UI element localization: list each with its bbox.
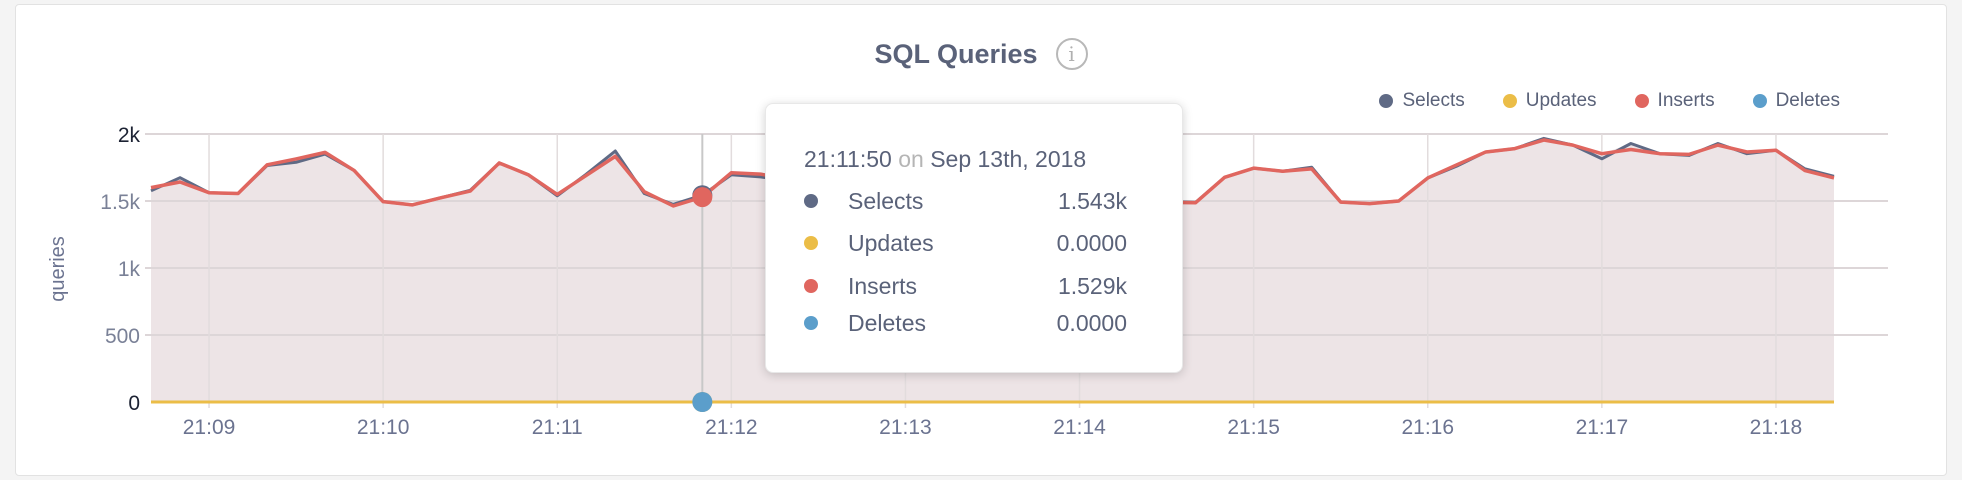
y-tick-label: 1k (118, 258, 141, 281)
legend-dot-icon (1634, 94, 1649, 108)
tooltip-on: on (898, 146, 924, 172)
legend-dot-icon (1379, 94, 1394, 108)
legend-item-selects[interactable]: Selects (1379, 90, 1465, 112)
legend-item-deletes[interactable]: Deletes (1752, 90, 1840, 112)
tooltip-label: Updates (848, 229, 934, 256)
tooltip-value: 1.529k (1057, 272, 1127, 299)
y-tick-label: 500 (105, 325, 140, 348)
legend-dot-icon (1752, 94, 1767, 108)
x-tick-label: 21:15 (1227, 416, 1280, 439)
x-tick-label: 21:10 (357, 416, 410, 439)
panel-title: SQL Queries i (0, 38, 1962, 70)
tooltip-date: Sep 13th, 2018 (930, 146, 1087, 172)
tooltip-label: Deletes (848, 309, 926, 336)
x-tick-label: 21:14 (1053, 416, 1106, 439)
x-tick-label: 21:17 (1576, 416, 1629, 439)
tooltip-value: 0.0000 (1056, 229, 1127, 256)
legend-label: Inserts (1657, 90, 1715, 111)
series-dot-icon (804, 236, 818, 250)
series-dot-icon (804, 316, 818, 330)
legend-dot-icon (1502, 94, 1517, 108)
x-tick-label: 21:11 (532, 416, 583, 439)
panel-title-text: SQL Queries (874, 39, 1038, 69)
x-tick-label: 21:12 (705, 416, 758, 439)
tooltip-time: 21:11:50 (804, 146, 892, 172)
chart-tooltip: 21:11:50 on Sep 13th, 2018 Selects 1.543k… (765, 103, 1183, 373)
x-tick-label: 21:13 (879, 416, 932, 439)
y-tick-label: 2k (118, 124, 141, 147)
x-tick-label: 21:18 (1750, 416, 1803, 439)
y-tick-label: 0 (128, 392, 140, 415)
legend-item-inserts[interactable]: Inserts (1634, 90, 1715, 112)
info-icon[interactable]: i (1055, 38, 1088, 70)
tooltip-label: Selects (848, 187, 924, 214)
tooltip-row-deletes: Deletes 0.0000 (804, 308, 1127, 338)
legend-label: Deletes (1775, 90, 1840, 111)
y-axis-label: queries (47, 236, 69, 302)
hover-marker-deletes (692, 392, 713, 412)
tooltip-row-selects: Selects 1.543k (804, 186, 1127, 216)
tooltip-row-inserts: Inserts 1.529k (804, 271, 1127, 301)
series-dot-icon (804, 279, 818, 293)
tooltip-value: 1.543k (1057, 187, 1127, 214)
x-tick-label: 21:16 (1401, 416, 1454, 439)
y-tick-label: 1.5k (100, 191, 140, 214)
tooltip-label: Inserts (848, 272, 918, 299)
legend-item-updates[interactable]: Updates (1502, 90, 1597, 112)
tooltip-value: 0.0000 (1056, 309, 1127, 336)
hover-marker-inserts (692, 187, 713, 208)
tooltip-row-updates: Updates 0.0000 (804, 228, 1127, 258)
x-tick-label: 21:09 (183, 416, 236, 439)
legend-label: Selects (1402, 90, 1465, 111)
tooltip-title: 21:11:50 on Sep 13th, 2018 (804, 146, 1086, 173)
chart-legend: Selects Updates Inserts Deletes (1341, 90, 1840, 112)
legend-label: Updates (1525, 90, 1597, 111)
series-dot-icon (804, 194, 818, 208)
